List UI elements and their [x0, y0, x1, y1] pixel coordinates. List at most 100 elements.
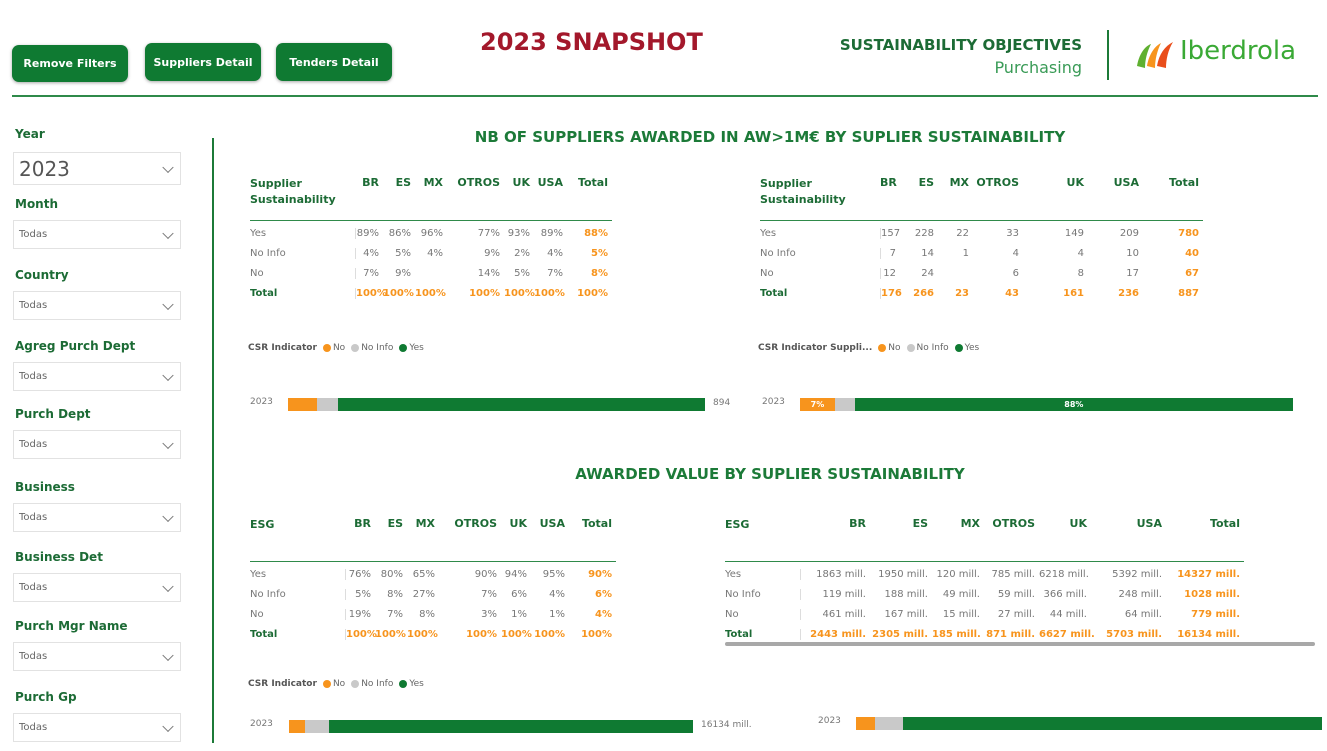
- table-cell: 236: [1118, 287, 1139, 299]
- table-cell: Total: [250, 628, 278, 640]
- table-cell: No: [250, 267, 264, 279]
- table-cell: 188 mill.: [884, 588, 928, 600]
- column-header: MX: [423, 176, 443, 189]
- column-header: Supplier Sustainability: [250, 177, 336, 206]
- table-cell: No Info: [760, 247, 796, 259]
- dropdown-value: Todas: [19, 651, 48, 662]
- chevron: [162, 161, 174, 173]
- legend-swatch: [322, 679, 331, 688]
- scrollbar[interactable]: [725, 642, 1315, 646]
- column-header: Total: [1209, 517, 1240, 530]
- table-cell: 27%: [412, 588, 435, 600]
- chevron: [162, 510, 174, 522]
- dropdown-value: Todas: [19, 229, 48, 240]
- dropdown[interactable]: Todas: [13, 642, 181, 671]
- table-cell: 1028 mill.: [1184, 588, 1240, 600]
- table-cell: 8%: [387, 588, 403, 600]
- column-header: BR: [880, 176, 897, 189]
- dropdown[interactable]: Todas: [13, 713, 181, 742]
- table-cell: 1%: [549, 608, 565, 620]
- button[interactable]: Remove Filters: [12, 45, 128, 82]
- dropdown-value: Todas: [19, 439, 48, 450]
- dropdown[interactable]: Todas: [13, 573, 181, 602]
- table-row: No 461 mill. 167 mill. 15 mill. 27 mill. 44 m…: [725, 604, 1244, 624]
- data-label: 7%: [810, 400, 825, 409]
- table-cell: 100%: [466, 628, 497, 640]
- table-row: Yes 76% 80% 65% 90% 94% 95% 90%: [250, 564, 616, 584]
- legend-item: No Info: [906, 343, 949, 353]
- dropdown[interactable]: 2023: [13, 152, 181, 185]
- button[interactable]: Tenders Detail: [276, 43, 392, 81]
- table-cell: 100%: [469, 287, 500, 299]
- table-cell: 120 mill.: [936, 568, 980, 580]
- legend: CSR Indicator Suppli... No No Info Yes: [758, 343, 979, 353]
- table-cell: No Info: [250, 247, 286, 259]
- column-header: Total: [581, 517, 612, 530]
- table-cell: 80%: [380, 568, 403, 580]
- legend-label: Yes: [964, 343, 980, 353]
- column-header: ES: [387, 517, 403, 530]
- table-cell: 6%: [511, 588, 527, 600]
- table-cell: 366 mill.: [1043, 588, 1087, 600]
- table-cell: 8%: [591, 267, 608, 279]
- dropdown-value: Todas: [19, 371, 48, 382]
- table-row: Yes 157 228 22 33 149 209 780: [760, 223, 1203, 243]
- table-cell: 16134 mill.: [1177, 628, 1240, 640]
- table-cell: 8: [1077, 267, 1084, 279]
- divider: [1107, 30, 1109, 80]
- bar-segment: [834, 398, 855, 411]
- column-header: OTROS: [454, 517, 497, 530]
- column-header: OTROS: [992, 517, 1035, 530]
- chevron: [162, 437, 174, 449]
- table-cell: 5%: [345, 588, 375, 600]
- dropdown[interactable]: Todas: [13, 220, 181, 249]
- column-header: ESG: [725, 518, 750, 531]
- dropdown[interactable]: Todas: [13, 503, 181, 532]
- table-row: No 19% 7% 8% 3% 1% 1% 4%: [250, 604, 616, 624]
- table-cell: 157: [880, 227, 901, 239]
- table-cell: Total: [760, 287, 788, 299]
- column-header: ES: [918, 176, 934, 189]
- table-cell: 185 mill.: [932, 628, 981, 640]
- objective: SUSTAINABILITY OBJECTIVES: [839, 36, 1082, 54]
- table: ESG BR ES MX OTROS UK USA Total Yes 1863 mill. 195…: [725, 517, 1244, 644]
- table-cell: 100%: [355, 287, 387, 299]
- table-row: Total 176 266 23 43 161 236 887: [760, 283, 1203, 303]
- table: Supplier Sustainability BR ES MX OTROS UK USA T…: [250, 176, 612, 303]
- table-cell: No Info: [725, 588, 761, 600]
- table-cell: 14: [921, 247, 934, 259]
- table-cell: 5%: [514, 267, 530, 279]
- column-header: ES: [395, 176, 411, 189]
- table-cell: 90%: [588, 568, 612, 580]
- table-cell: 100%: [504, 287, 535, 299]
- column-header: Supplier Sustainability: [760, 177, 846, 206]
- table-cell: 100%: [407, 628, 438, 640]
- table-header: ESG BR ES MX OTROS UK USA Total: [725, 517, 1244, 562]
- table-cell: 4%: [427, 247, 443, 259]
- table-cell: 780: [1178, 227, 1199, 239]
- dropdown[interactable]: Todas: [13, 362, 181, 391]
- legend-label: No Info: [916, 343, 949, 353]
- bar-track: [856, 717, 1322, 730]
- button[interactable]: Suppliers Detail: [145, 43, 261, 81]
- column-header: USA: [1113, 176, 1139, 189]
- table-cell: 23: [955, 287, 969, 299]
- legend: CSR Indicator No No Info Yes: [248, 679, 424, 689]
- table-row: No 7% 9% 14% 5% 7% 8%: [250, 263, 612, 283]
- table-cell: 6218 mill.: [1039, 568, 1089, 580]
- table-cell: 887: [1178, 287, 1199, 299]
- column-header: USA: [1136, 517, 1162, 530]
- table-cell: 100%: [383, 287, 414, 299]
- dropdown[interactable]: Todas: [13, 291, 181, 320]
- table-row: Yes 1863 mill. 1950 mill. 120 mill. 785 mill…: [725, 564, 1244, 584]
- table-cell: 461 mill.: [800, 608, 870, 620]
- table-cell: 161: [1063, 287, 1084, 299]
- filter-label: Business: [15, 480, 75, 494]
- column-header: USA: [537, 176, 563, 189]
- legend-label: No Info: [361, 679, 394, 689]
- table-cell: 167 mill.: [884, 608, 928, 620]
- dropdown[interactable]: Todas: [13, 430, 181, 459]
- filter-label: Purch Mgr Name: [15, 619, 128, 633]
- table-header: Supplier Sustainability BR ES MX OTROS UK USA T…: [760, 176, 1203, 221]
- table-header: Supplier Sustainability BR ES MX OTROS UK USA T…: [250, 176, 612, 221]
